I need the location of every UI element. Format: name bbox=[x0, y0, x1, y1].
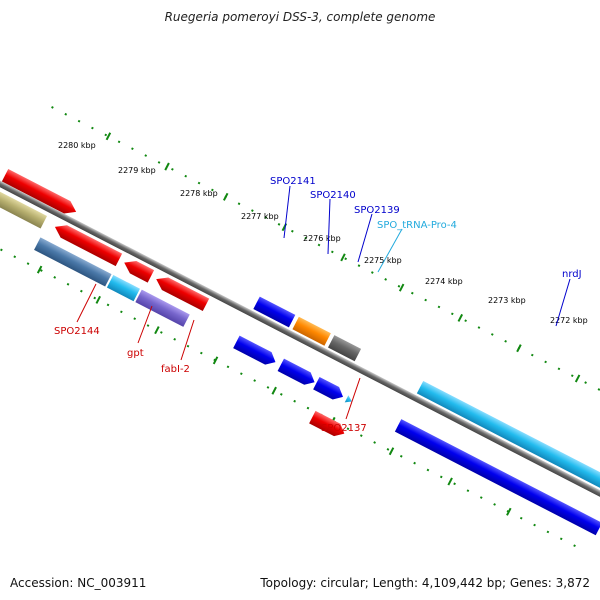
major-tick bbox=[212, 356, 219, 365]
gene-spo2145[interactable] bbox=[1, 169, 80, 218]
gene-nrdj[interactable] bbox=[416, 380, 600, 497]
leader-spo2139 bbox=[357, 213, 373, 263]
major-tick bbox=[222, 192, 229, 201]
major-tick bbox=[271, 386, 277, 395]
gene-labels: SPO2141 SPO2140 SPO2139 SPO_tRNA-Pro-4 n… bbox=[54, 176, 582, 434]
gene-fabi-2[interactable] bbox=[135, 289, 190, 327]
gene-spo2141[interactable] bbox=[253, 296, 296, 328]
tick-label: 2277 kbp bbox=[241, 212, 279, 221]
gene-blue-long[interactable] bbox=[394, 419, 600, 536]
genome-backbone bbox=[0, 172, 600, 508]
leader-trna bbox=[377, 228, 403, 273]
label-spo2141[interactable]: SPO2141 bbox=[270, 176, 316, 187]
leader-nrdj bbox=[555, 278, 571, 327]
major-tick bbox=[388, 447, 395, 456]
major-tick bbox=[574, 374, 581, 383]
gene-spo2139[interactable] bbox=[327, 335, 362, 362]
major-tick bbox=[506, 507, 512, 516]
leader-gpt bbox=[137, 305, 153, 344]
label-trna-pro-4[interactable]: SPO_tRNA-Pro-4 bbox=[377, 220, 457, 231]
tick-label: 2279 kbp bbox=[118, 166, 156, 175]
tick-label: 2272 kbp bbox=[550, 316, 588, 325]
map-frame bbox=[0, 106, 600, 554]
tick-label: 2273 kbp bbox=[488, 296, 526, 305]
gene-steel[interactable] bbox=[34, 237, 112, 287]
major-tick bbox=[154, 326, 160, 335]
major-tick bbox=[516, 344, 522, 353]
major-tick bbox=[36, 265, 43, 274]
major-tick bbox=[340, 253, 346, 262]
leader-spo2144 bbox=[76, 283, 97, 323]
label-spo2139[interactable]: SPO2139 bbox=[354, 205, 400, 216]
genome-summary-text: Topology: circular; Length: 4,109,442 bp… bbox=[260, 576, 590, 590]
gene-spo2143[interactable] bbox=[121, 256, 155, 283]
major-tick bbox=[398, 283, 405, 292]
gene-blue-a[interactable] bbox=[233, 335, 279, 369]
gene-gpt[interactable] bbox=[106, 275, 140, 302]
label-spo2140[interactable]: SPO2140 bbox=[310, 190, 356, 201]
major-tick bbox=[95, 295, 101, 304]
gene-spo2137[interactable] bbox=[309, 410, 347, 440]
gene-trna-pro-4[interactable] bbox=[344, 395, 354, 405]
label-spo2137[interactable]: SPO2137 bbox=[321, 423, 367, 434]
gene-blue-c[interactable] bbox=[313, 376, 346, 403]
leader-fabi2 bbox=[180, 319, 195, 361]
tick-label: 2275 kbp bbox=[364, 256, 402, 265]
tick-label: 2278 kbp bbox=[180, 189, 218, 198]
genome-title: Ruegeria pomeroyi DSS-3, complete genome bbox=[164, 10, 436, 24]
tick-label: 2280 kbp bbox=[58, 141, 96, 150]
outer-major-ticks bbox=[105, 132, 581, 383]
accession-text: Accession: NC_003911 bbox=[10, 576, 147, 590]
tick-label: 2274 kbp bbox=[425, 277, 463, 286]
gene-blue-b[interactable] bbox=[277, 358, 318, 389]
major-tick bbox=[164, 162, 170, 171]
gene-spo2144[interactable] bbox=[52, 221, 123, 267]
major-tick bbox=[105, 132, 112, 141]
label-spo2144[interactable]: SPO2144 bbox=[54, 326, 100, 337]
label-nrdj[interactable]: nrdJ bbox=[562, 269, 582, 280]
tick-labels: 2280 kbp 2279 kbp 2278 kbp 2277 kbp 2276… bbox=[58, 141, 588, 325]
label-gpt[interactable]: gpt bbox=[127, 348, 144, 359]
leader-lines bbox=[76, 185, 571, 420]
leader-spo2141 bbox=[283, 185, 291, 239]
gene-spo2140[interactable] bbox=[292, 316, 331, 346]
inner-tick-track bbox=[0, 234, 588, 554]
leader-spo2140 bbox=[327, 198, 331, 255]
gene-spo2144-olive[interactable] bbox=[0, 185, 48, 229]
gene-spo2142[interactable] bbox=[153, 273, 210, 312]
tick-label: 2276 kbp bbox=[303, 234, 341, 243]
label-fabi-2[interactable]: fabI-2 bbox=[161, 364, 190, 375]
major-tick bbox=[447, 477, 453, 486]
leader-spo2137 bbox=[345, 377, 361, 420]
major-tick bbox=[457, 313, 464, 322]
